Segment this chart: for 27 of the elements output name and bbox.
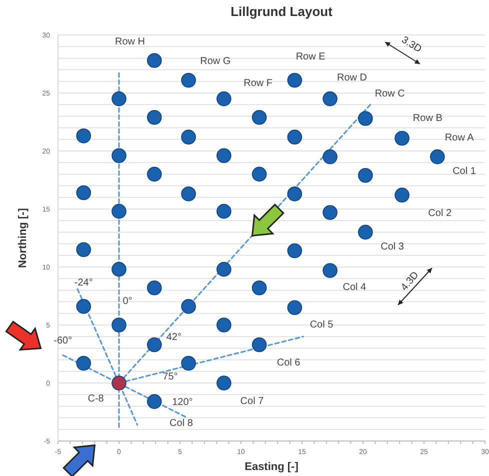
annotation: Col 1 <box>452 166 476 178</box>
annotation: Col 7 <box>240 396 264 407</box>
annotation: Row H <box>114 36 145 48</box>
annotation: 0° <box>122 296 132 308</box>
annotation: Col 5 <box>310 319 334 330</box>
y-axis-title: Northing [-] <box>17 208 29 268</box>
annotation: Row F <box>244 78 273 90</box>
annotation: Row E <box>296 51 326 62</box>
annotation: Col 8 <box>170 418 194 429</box>
annotation: Row C <box>374 88 405 100</box>
annotation: -24° <box>74 278 93 289</box>
annotation: 42° <box>166 332 182 344</box>
annotation: Col 2 <box>428 208 452 219</box>
annotation: Row D <box>337 72 368 84</box>
annotation: Row A <box>444 132 474 144</box>
annotation: -60° <box>54 336 72 347</box>
annotation: C-8 <box>88 394 104 405</box>
chart-title: Lillgrund Layout <box>230 4 334 19</box>
annotation: Col 4 <box>342 282 367 294</box>
x-axis-title: Easting [-] <box>244 461 299 473</box>
annotation: 3.3D <box>399 34 424 56</box>
annotation: Row G <box>200 56 231 68</box>
annotation: 120° <box>172 397 193 408</box>
annotation: Row B <box>412 112 443 124</box>
annotation: Col 6 <box>276 358 301 369</box>
annotation: Col 3 <box>380 242 404 253</box>
annotation: 75° <box>162 372 178 383</box>
